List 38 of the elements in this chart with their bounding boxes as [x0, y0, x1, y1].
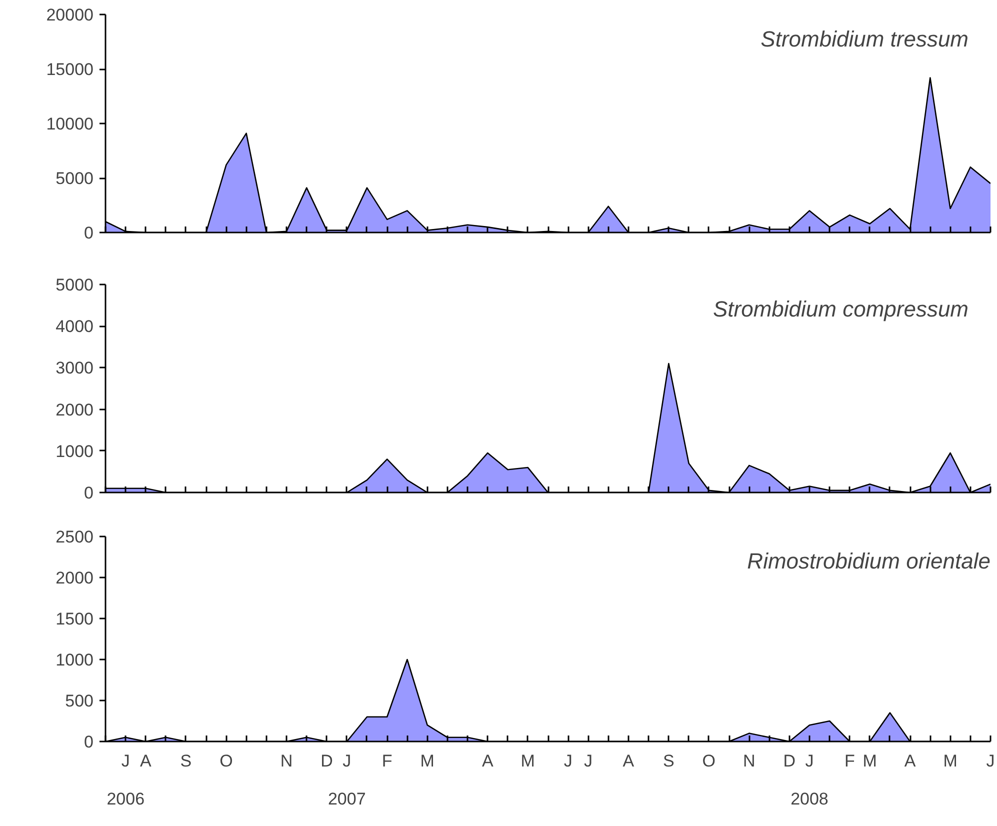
x-tick-label: O — [220, 752, 233, 770]
text: Rimostrobidium orientale — [747, 548, 991, 574]
x-tick-label: J — [986, 752, 995, 770]
x-tick-label: F — [382, 752, 392, 770]
x-tick-label: A — [482, 752, 494, 770]
y-tick-label: 3000 — [56, 358, 94, 378]
x-tick-label: F — [844, 752, 855, 770]
x-tick-label: M — [420, 752, 434, 770]
y-tick-label: 10000 — [46, 114, 94, 134]
x-tick-label: J — [564, 752, 572, 770]
y-tick-label: 0 — [84, 732, 94, 752]
x-tick-label: A — [622, 752, 635, 770]
x-tick-label: J — [584, 752, 592, 770]
y-tick-label: 0 — [84, 484, 94, 502]
y-tick-label: 5000 — [56, 276, 94, 294]
x-tick-label: S — [663, 752, 674, 770]
x-tick-label: M — [943, 752, 958, 770]
y-tick-label: 4000 — [56, 317, 94, 336]
x-tick-label: N — [743, 752, 756, 770]
y-tick-label: 1000 — [56, 650, 94, 670]
y-tick-label: 5000 — [56, 169, 94, 188]
y-tick-label: 1000 — [56, 442, 94, 461]
x-tick-label: S — [180, 752, 192, 770]
text: Strombidium tressum — [760, 26, 969, 52]
x-tick-label: A — [904, 752, 916, 770]
y-tick-label: 15000 — [46, 60, 94, 79]
y-tick-label: 2000 — [56, 400, 94, 420]
y-tick-label: 1500 — [56, 610, 94, 628]
y-tick-label: 500 — [65, 692, 94, 710]
y-tick-label: 20000 — [46, 6, 94, 24]
x-tick-label: N — [280, 752, 293, 770]
x-tick-label: M — [520, 752, 535, 770]
y-tick-label: 2000 — [56, 568, 94, 588]
x-tick-label: O — [702, 752, 716, 770]
y-tick-label: 2500 — [56, 528, 94, 546]
y-tick-label: 0 — [84, 224, 94, 242]
text: Strombidium compressum — [712, 296, 968, 322]
x-tick-label: M — [862, 752, 877, 770]
